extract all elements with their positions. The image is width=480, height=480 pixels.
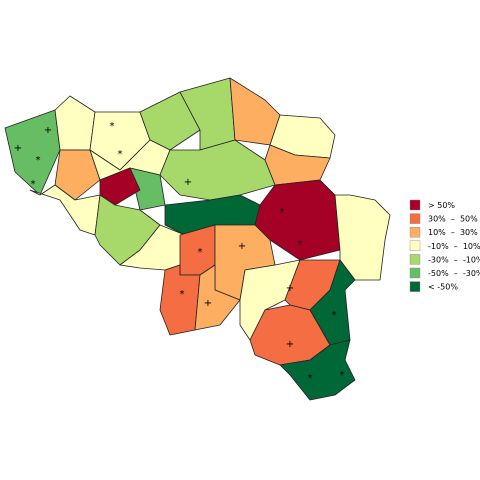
region [54, 149, 101, 201]
legend-label: 10% – 30% [428, 228, 478, 237]
legend-swatch [409, 281, 421, 292]
marker: * [280, 207, 285, 218]
marker: + [44, 125, 52, 136]
legend-swatch [409, 199, 421, 211]
legend-label: 30% – 50% [428, 215, 478, 224]
marker: * [298, 239, 303, 250]
legend-swatch [409, 267, 421, 279]
marker: + [184, 177, 192, 188]
marker: * [308, 373, 313, 384]
marker: * [332, 310, 337, 321]
region [4, 109, 61, 196]
legend-label: -10% – 10% [428, 242, 480, 251]
legend-swatch [409, 226, 421, 238]
legend-label: < -50% [428, 283, 458, 292]
marker: * [31, 179, 36, 190]
marker: + [14, 143, 22, 154]
marker: + [204, 298, 212, 309]
marker: * [110, 121, 115, 132]
region [139, 91, 201, 151]
marker: + [238, 241, 246, 252]
region [99, 167, 141, 206]
legend-swatch [409, 254, 421, 265]
marker: * [198, 247, 203, 258]
legend-label: -50% – -30% [428, 269, 480, 278]
regions [4, 77, 391, 401]
legend-swatch [409, 213, 421, 224]
region [279, 339, 356, 401]
region [159, 139, 276, 201]
legend-label: -30% – -10% [428, 255, 480, 264]
marker: * [36, 155, 41, 166]
marker: * [340, 370, 345, 381]
region [334, 194, 391, 281]
marker: + [286, 339, 294, 350]
marker: * [118, 149, 123, 160]
marker: + [286, 283, 294, 294]
legend-label: > 50% [428, 201, 455, 210]
marker: * [180, 289, 185, 300]
region [159, 264, 201, 336]
legend: > 50% 30% – 50% 10% – 30% -10% – 10% -30% – … [409, 199, 480, 292]
markers: + + * * * * * + * + * * + * + * * + [14, 121, 345, 384]
legend-swatch [409, 240, 421, 252]
